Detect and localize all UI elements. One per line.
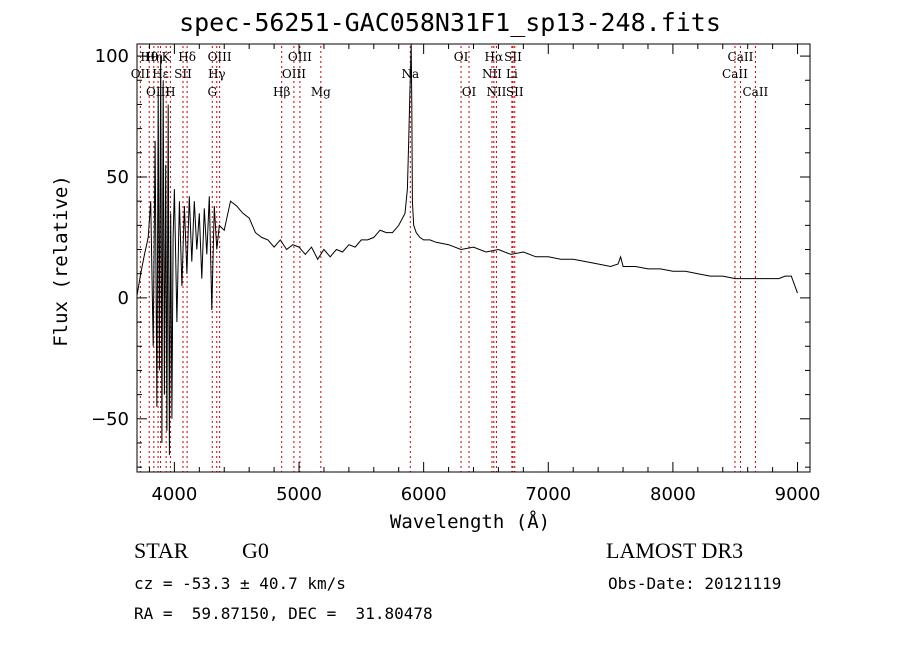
line-label: OII xyxy=(131,67,151,81)
y-tick-label: 50 xyxy=(106,167,129,188)
x-tick-label: 5000 xyxy=(276,484,322,505)
line-label: SII xyxy=(504,50,522,64)
line-label: SII xyxy=(174,67,192,81)
line-label: OIII xyxy=(282,67,306,81)
redshift-velocity: cz = -53.3 ± 40.7 km/s xyxy=(134,574,346,593)
spectrum-series xyxy=(136,43,798,456)
line-label: Li xyxy=(506,67,518,81)
line-label: Hγ xyxy=(208,67,226,81)
line-label: K xyxy=(162,50,172,64)
line-label: Hδ xyxy=(178,50,196,64)
line-label: CaII xyxy=(722,67,748,81)
line-label: NII xyxy=(486,85,506,99)
line-label: Hθ xyxy=(140,50,158,64)
line-label: CaII xyxy=(728,50,754,64)
line-label: OIII xyxy=(146,85,170,99)
y-tick-label: 100 xyxy=(95,46,129,67)
line-label: NII xyxy=(482,67,502,81)
x-tick-label: 9000 xyxy=(775,484,821,505)
line-label: OIII xyxy=(288,50,312,64)
line-label: OI xyxy=(462,85,477,99)
line-label: Mg xyxy=(311,85,331,99)
plot-frame xyxy=(136,43,811,473)
x-tick-label: 4000 xyxy=(151,484,197,505)
axes: 4000 5000 6000 7000 8000 9000 −50 0 50 100 xyxy=(91,43,821,505)
y-tick-label: 0 xyxy=(118,288,129,309)
x-tick-label: 7000 xyxy=(525,484,571,505)
line-label: OI xyxy=(454,50,469,64)
spectrum-line xyxy=(136,43,798,456)
x-tick-label: 8000 xyxy=(650,484,696,505)
y-axis-label: Flux (relative) xyxy=(50,175,72,347)
line-label: Hβ xyxy=(273,85,290,99)
line-label: OIII xyxy=(208,50,232,64)
ra-dec-coordinates: RA = 59.87150, DEC = 31.80478 xyxy=(134,604,433,623)
line-label: Hη xyxy=(145,50,163,64)
line-label: SII xyxy=(506,85,524,99)
x-tick-label: 6000 xyxy=(401,484,447,505)
x-axis-label: Wavelength (Å) xyxy=(390,510,550,533)
object-subclass: G0 xyxy=(242,538,269,563)
y-tick-label: −50 xyxy=(91,409,129,430)
object-class: STAR xyxy=(134,538,189,563)
emission-line-markers xyxy=(139,46,756,472)
line-label: G xyxy=(207,85,217,99)
line-label: Hα xyxy=(485,50,504,64)
line-label: CaII xyxy=(742,85,768,99)
observation-date: Obs-Date: 20121119 xyxy=(608,574,782,593)
survey-name: LAMOST DR3 xyxy=(606,538,744,563)
chart-title: spec-56251-GAC058N31F1_sp13-248.fits xyxy=(179,8,721,37)
line-label: H xyxy=(165,85,175,99)
